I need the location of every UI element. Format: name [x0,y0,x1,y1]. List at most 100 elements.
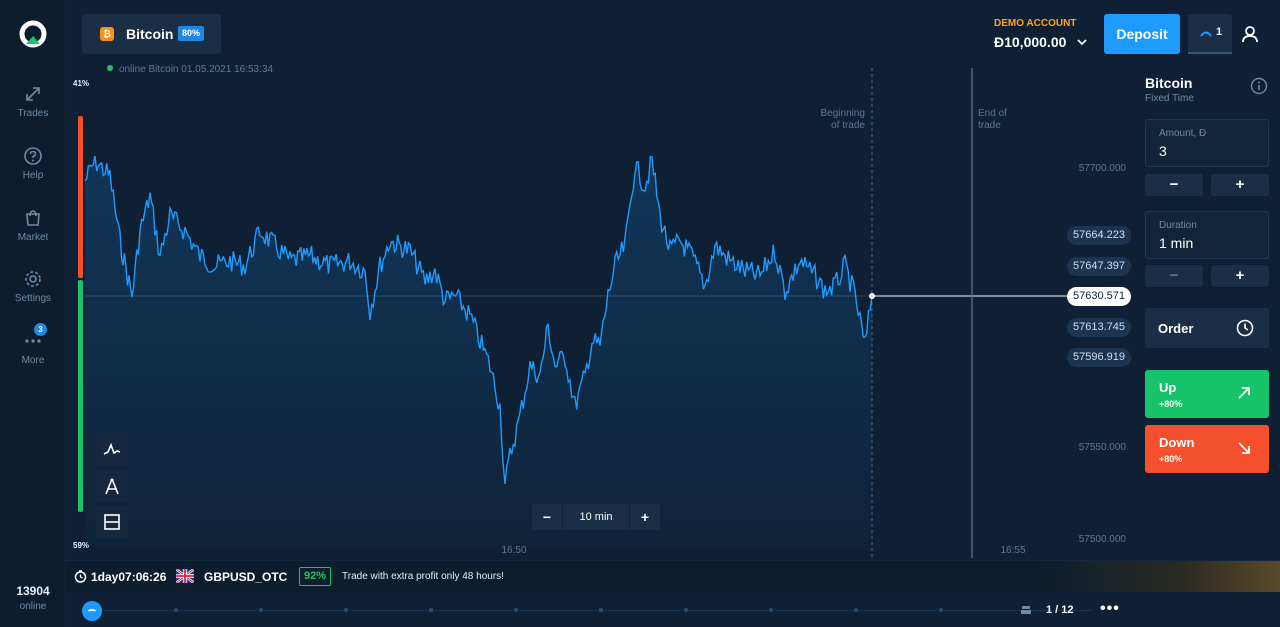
notification-badge: 3 [34,323,47,336]
timeline-dot[interactable] [684,608,688,612]
duration-decrease-button[interactable]: − [1145,265,1203,287]
trades-icon [26,87,40,101]
app-logo-icon[interactable] [19,20,47,48]
open-trades-underline [1188,52,1232,54]
timeline-dot[interactable] [259,608,263,612]
sentiment-bar-down [78,116,83,278]
help-icon [24,147,42,165]
timeframe-value: 10 min [579,511,613,523]
up-payout: +80% [1159,399,1183,409]
amount-field[interactable]: Amount, Đ 3 [1145,119,1269,167]
timeline-dot[interactable] [939,608,943,612]
down-button[interactable]: Down +80% [1145,425,1269,473]
divider [562,504,563,530]
online-count-label: online [19,601,47,612]
stopwatch-icon [74,570,87,583]
online-status: online Bitcoin 01.05.2021 16:53:34 [107,64,273,75]
drawing-tools-button[interactable] [96,470,128,502]
online-dot-icon [107,65,113,71]
timeline-track [92,610,1092,611]
amount-value[interactable]: 3 [1159,143,1167,159]
more-options-button[interactable]: ••• [1100,600,1120,617]
duration-field[interactable]: Duration 1 min [1145,211,1269,259]
uk-us-flag-icon [176,569,194,583]
zoom-out-button[interactable]: − [542,509,552,525]
bitcoin-icon: ₿ [100,27,114,41]
sidebar-item-more[interactable]: 3 More [0,323,66,366]
timeline-dot[interactable] [429,608,433,612]
timeline-dot[interactable] [174,608,178,612]
line-chart-icon [103,442,121,455]
sidebar-item-label: Help [22,170,44,181]
y-tick-label: 57550.000 [1079,442,1127,453]
user-icon[interactable] [1240,24,1260,44]
duration-label: Duration [1159,220,1197,231]
price-chart[interactable]: Beginning of trade End of trade 57700.000 … [70,66,1134,558]
timeline-dot[interactable] [769,608,773,612]
clock-icon [1236,319,1254,337]
layout-button[interactable] [96,506,128,538]
beginning-of-trade-label: Beginning of trade [821,108,866,131]
timeline-dot[interactable] [344,608,348,612]
asset-tab-bitcoin[interactable]: ₿ Bitcoin 80% [82,14,221,54]
divider [629,504,630,530]
promo-pair-name: GBPUSD_OTC [204,570,288,584]
sidebar-item-label: Settings [14,293,52,304]
amount-increase-button[interactable]: + [1211,174,1269,196]
sidebar-item-label: More [21,355,45,366]
sentiment-bar-up [78,280,83,512]
price-area [85,156,872,546]
asset-name: Bitcoin [126,26,174,42]
x-tick-label: 16:55 [1000,545,1025,556]
stack-icon [1021,606,1031,614]
timeline-dot[interactable] [514,608,518,612]
market-icon [26,210,40,226]
current-price-dot [869,293,875,299]
sidebar-item-label: Trades [17,108,49,119]
page-indicator: 1 / 12 [1046,604,1074,616]
asset-payout-badge: 80% [178,26,205,41]
online-status-text: online Bitcoin 01.05.2021 16:53:34 [119,64,274,75]
compass-icon [105,478,119,495]
online-users: 13904 online [0,584,66,612]
chart-type-button[interactable] [96,434,128,466]
timeframe-zoom-control: − 10 min + [532,504,660,530]
sidebar-item-help[interactable]: Help [0,146,66,181]
down-payout: +80% [1159,454,1183,464]
price-level-tag: 57613.745 [1067,318,1131,337]
timeline-dot[interactable] [599,608,603,612]
bottom-timeline: 1 / 12 ••• [66,596,1280,627]
chevron-down-icon[interactable] [1076,36,1088,48]
deposit-button[interactable]: Deposit [1104,14,1180,54]
open-trades-button[interactable]: 1 [1188,14,1232,54]
duration-value[interactable]: 1 min [1159,235,1194,251]
up-button[interactable]: Up +80% [1145,370,1269,418]
account-type-label[interactable]: DEMO ACCOUNT [994,18,1077,29]
online-count-value: 13904 [16,584,50,598]
y-tick-label: 57500.000 [1079,534,1127,545]
sidebar-item-settings[interactable]: Settings [0,269,66,304]
price-level-tag: 57647.397 [1067,257,1131,276]
y-tick-label: 57700.000 [1079,163,1127,174]
sentiment-bottom-percent: 59% [73,541,90,550]
order-button[interactable]: Order [1145,308,1269,348]
more-icon [25,339,41,343]
zoom-in-button[interactable]: + [640,509,650,525]
panel-asset-title: Bitcoin [1145,75,1193,91]
promo-bar[interactable]: 1day07:06:26 GBPUSD_OTC 92% Trade with e… [66,560,1280,592]
account-balance[interactable]: Đ10,000.00 [994,34,1067,50]
sidebar-item-label: Market [17,232,49,243]
timeline-dot[interactable] [854,608,858,612]
info-icon[interactable] [1250,77,1268,95]
duration-increase-button[interactable]: + [1211,265,1269,287]
left-sidebar: Trades Help Market Settings 3 More 13904… [0,0,66,627]
x-tick-label: 16:50 [501,545,526,556]
amount-decrease-button[interactable]: − [1145,174,1203,196]
arrow-down-right-icon [1238,442,1250,454]
sidebar-item-market[interactable]: Market [0,208,66,243]
down-label: Down [1159,435,1195,450]
price-level-tag: 57596.919 [1067,348,1131,367]
promo-pair-payout: 92% [299,567,332,586]
timeline-current-knob[interactable] [82,601,102,621]
sidebar-item-trades[interactable]: Trades [0,84,66,119]
